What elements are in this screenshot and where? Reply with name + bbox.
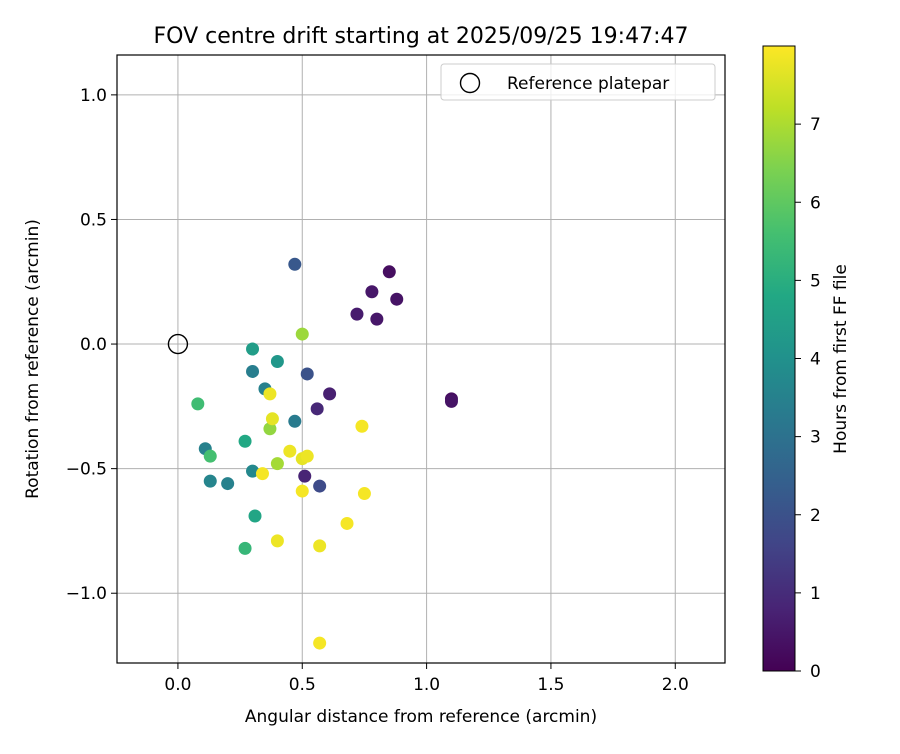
x-axis-label: Angular distance from reference (arcmin) [245,707,597,727]
y-tick-label: 0.0 [80,335,107,355]
data-point [283,444,297,458]
colorbar-ticks: 0 1 2 3 4 5 6 7 [795,115,821,682]
data-point [221,477,235,491]
data-point [313,539,327,553]
data-point [298,469,312,483]
data-point [191,397,205,411]
x-tick-label: 1.5 [537,675,564,695]
data-point [288,257,302,271]
data-point [288,414,302,428]
data-point [263,422,277,436]
colorbar-tick-label: 2 [810,506,821,526]
data-point [370,312,384,326]
data-point [270,534,284,548]
data-point [365,285,379,299]
data-point [238,541,252,555]
data-point [246,364,260,378]
data-point [357,487,371,501]
legend-box [440,63,716,101]
y-tick-label: 1.0 [80,86,107,106]
data-point [246,342,260,356]
y-axis-label: Rotation from reference (arcmin) [23,219,43,499]
legend-label: Reference platepar [507,74,669,94]
legend-reference-marker [459,72,481,94]
data-point [295,327,309,341]
data-point [255,467,269,481]
x-axis-ticks: 0.0 0.5 1.0 1.5 2.0 [164,663,689,695]
data-points [191,257,458,650]
colorbar-tick-label: 0 [810,662,821,682]
data-point [313,636,327,650]
y-tick-label: 0.5 [80,210,107,230]
data-point [340,516,354,530]
data-point [270,354,284,368]
data-point [300,449,314,463]
x-tick-label: 0.0 [164,675,191,695]
y-axis-ticks: 1.0 0.5 0.0 −0.5 −1.0 [66,86,117,604]
y-tick-label: −1.0 [66,584,107,604]
data-point [310,402,324,416]
reference-platepar-marker [167,333,189,355]
data-point [295,484,309,498]
grid-lines [117,55,725,663]
x-tick-label: 1.0 [413,675,440,695]
data-point [350,307,364,321]
data-point [265,412,279,426]
colorbar-tick-label: 1 [810,584,821,604]
data-point [323,387,337,401]
legend: Reference platepar [440,63,716,101]
colorbar-tick-label: 5 [810,271,821,291]
data-point [270,457,284,471]
y-tick-label: −0.5 [66,460,107,480]
data-point [203,474,217,488]
colorbar-tick-label: 6 [810,193,821,213]
chart-title: FOV centre drift starting at 2025/09/25 … [154,24,689,49]
plot-frame [116,54,726,664]
data-point [246,464,260,478]
x-tick-label: 0.5 [289,675,316,695]
x-tick-label: 2.0 [662,675,689,695]
colorbar-tick-label: 7 [810,115,821,135]
data-point [203,449,217,463]
data-point [300,367,314,381]
colorbar [762,45,796,672]
data-point [263,387,277,401]
data-point [444,394,458,408]
colorbar-label: Hours from first FF file [831,264,851,454]
data-point [238,434,252,448]
data-point [313,479,327,493]
data-point [382,265,396,279]
data-point [248,509,262,523]
data-point [355,419,369,433]
data-point [390,292,404,306]
colorbar-tick-label: 3 [810,428,821,448]
colorbar-tick-label: 4 [810,350,821,370]
